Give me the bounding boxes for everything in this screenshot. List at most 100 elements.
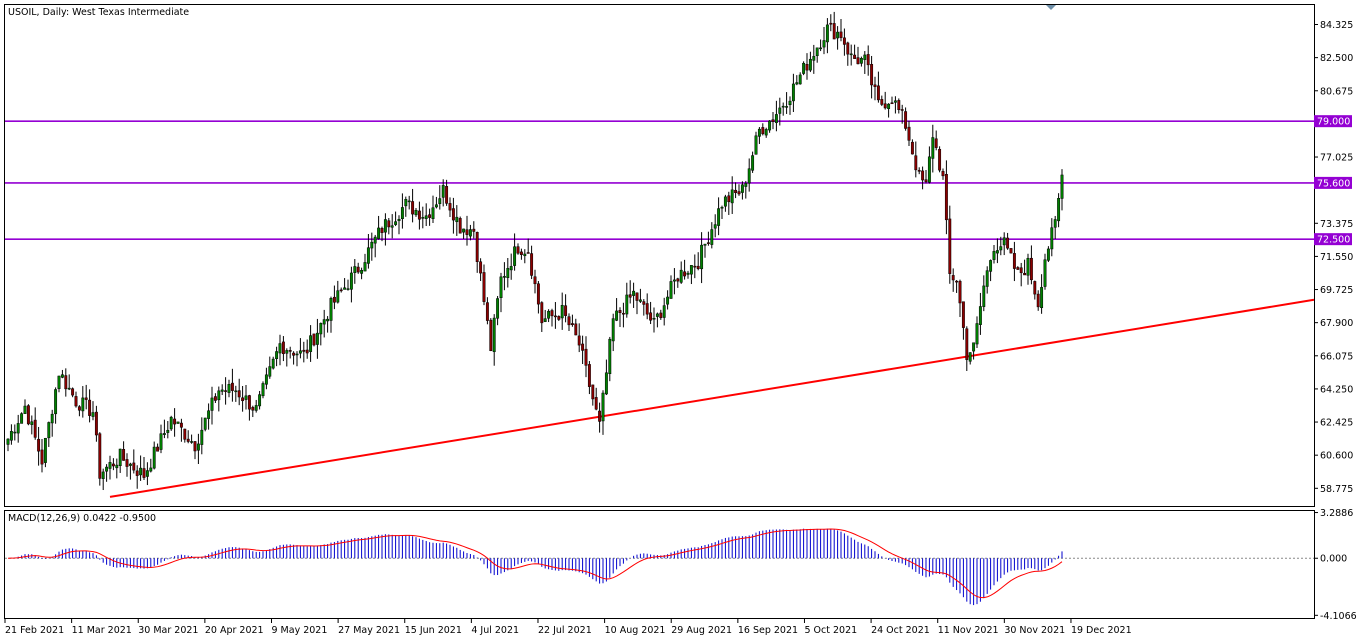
- candle-body: [414, 209, 418, 216]
- candle-body: [203, 417, 207, 430]
- candle-body: [360, 270, 364, 274]
- candle-body: [717, 208, 721, 226]
- candle-body: [210, 397, 214, 411]
- candle-body: [207, 410, 211, 419]
- candle-body: [43, 437, 47, 463]
- candle-body: [822, 40, 826, 48]
- candle-body: [125, 459, 129, 467]
- candle-body: [336, 290, 340, 303]
- time-tick-label: 11 Mar 2021: [72, 625, 132, 636]
- candle-body: [128, 463, 132, 466]
- candle-body: [706, 242, 710, 244]
- candle-body: [941, 171, 945, 177]
- candle-body: [550, 310, 554, 317]
- candles: [6, 11, 1064, 491]
- candle-body: [533, 276, 537, 285]
- candle-body: [489, 319, 493, 351]
- price-tick-label: 84.325: [1320, 20, 1353, 31]
- time-tick-label: 30 Nov 2021: [1004, 625, 1065, 636]
- candle-body: [1033, 281, 1037, 295]
- candle-body: [944, 174, 948, 221]
- candle-body: [781, 105, 785, 108]
- candle-body: [948, 218, 952, 274]
- candle-body: [434, 204, 438, 208]
- macd-plot-frame: [4, 510, 1315, 619]
- candle-body: [747, 168, 751, 184]
- price-tick-label: 80.675: [1320, 86, 1353, 97]
- candle-body: [924, 179, 928, 183]
- candle-body: [448, 203, 452, 211]
- candle-body: [108, 462, 112, 469]
- time-tick-label: 19 Dec 2021: [1071, 625, 1132, 636]
- candle-body: [485, 302, 489, 321]
- candle-body: [23, 405, 27, 414]
- candle-body: [1050, 227, 1054, 250]
- candle-body: [696, 265, 700, 270]
- candle-body: [465, 229, 469, 235]
- candle-body: [94, 411, 98, 436]
- candle-body: [111, 463, 115, 467]
- chart-shift-marker[interactable]: [1046, 5, 1056, 10]
- candle-body: [859, 58, 863, 64]
- time-tick-label: 15 Jun 2021: [405, 625, 462, 636]
- candle-body: [169, 416, 173, 430]
- candle-body: [224, 390, 228, 392]
- trend-line[interactable]: [109, 298, 1315, 498]
- candle-body: [1023, 272, 1027, 276]
- candle-body: [611, 318, 615, 342]
- level-price-label: 79.000: [1317, 117, 1350, 128]
- candle-body: [407, 200, 411, 203]
- candle-body: [1040, 287, 1044, 309]
- candle-body: [142, 468, 146, 478]
- candle-body: [876, 85, 880, 101]
- horizontal-levels: [5, 120, 1314, 240]
- candle-body: [6, 438, 10, 445]
- candle-body: [659, 312, 663, 319]
- candle-body: [1060, 174, 1064, 199]
- candle-body: [57, 375, 61, 389]
- candle-body: [445, 186, 449, 204]
- candle-body: [271, 358, 275, 369]
- time-tick-label: 22 Jul 2021: [538, 625, 592, 636]
- time-tick-label: 21 Feb 2021: [5, 625, 64, 636]
- candle-body: [244, 395, 248, 400]
- candle-body: [84, 397, 88, 400]
- candle-body: [791, 83, 795, 102]
- price-tick-label: 69.725: [1320, 285, 1353, 296]
- candle-body: [424, 215, 428, 219]
- candle-body: [234, 390, 238, 393]
- candle-body: [506, 268, 510, 278]
- candle-body: [632, 290, 636, 296]
- candle-body: [676, 278, 680, 282]
- candle-body: [346, 288, 350, 290]
- candle-body: [33, 419, 37, 438]
- candle-body: [761, 127, 765, 135]
- candle-body: [329, 298, 333, 321]
- candle-body: [509, 266, 513, 271]
- candle-body: [227, 384, 231, 393]
- candle-body: [999, 246, 1003, 251]
- candle-body: [254, 405, 258, 411]
- candle-body: [842, 37, 846, 45]
- candle-body: [98, 433, 102, 479]
- candle-body: [645, 303, 649, 315]
- candle-body: [139, 467, 143, 476]
- candle-body: [349, 272, 353, 290]
- candle-body: [135, 470, 139, 476]
- candle-body: [560, 305, 564, 319]
- candle-body: [145, 470, 149, 477]
- candle-body: [686, 272, 690, 275]
- candle-body: [428, 214, 432, 218]
- candle-body: [540, 302, 544, 324]
- candle-body: [353, 266, 357, 273]
- candle-body: [679, 269, 683, 283]
- time-tick-label: 4 Jul 2021: [471, 625, 519, 636]
- candle-body: [553, 315, 557, 318]
- candle-body: [366, 247, 370, 264]
- chart-title: USOIL, Daily: West Texas Intermediate: [8, 7, 189, 18]
- time-tick-label: 9 May 2021: [271, 625, 327, 636]
- candle-body: [543, 318, 547, 322]
- candle-body: [502, 276, 506, 278]
- candle-body: [370, 241, 374, 249]
- candle-body: [652, 317, 656, 320]
